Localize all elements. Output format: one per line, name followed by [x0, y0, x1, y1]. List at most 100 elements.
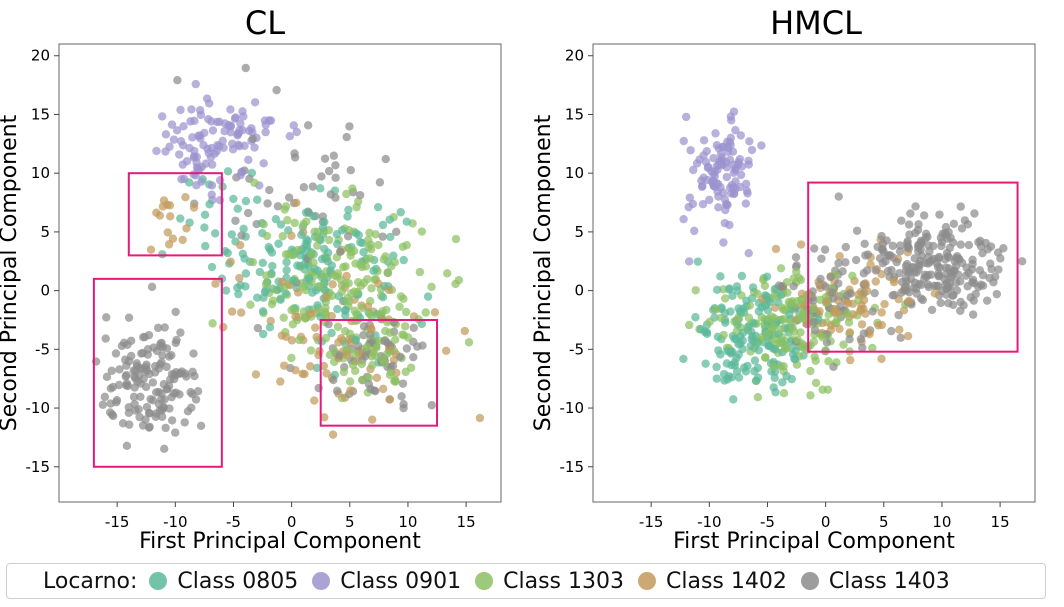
scatter-point: [810, 326, 820, 335]
y-tick-label: -5: [35, 340, 50, 358]
scatter-point: [726, 133, 736, 143]
figure: CL -15 -10 -5 0 5 10 15 -15 -10 -5 0 5 10 15 20 First Pr…: [0, 4, 1036, 554]
scatter-point: [406, 363, 416, 372]
scatter-point: [793, 335, 802, 344]
x-tick-label: -15: [639, 513, 664, 531]
scatter-point: [816, 274, 825, 284]
scatter-point: [365, 254, 375, 263]
scatter-point: [374, 240, 383, 250]
scatter-point: [835, 252, 844, 261]
scatter-point: [936, 298, 945, 308]
scatter-point: [719, 330, 728, 340]
legend-marker-1403: [800, 572, 819, 590]
y-tick-label: 20: [31, 47, 50, 65]
y-tick-label: -10: [560, 399, 585, 417]
scatter-point: [909, 283, 919, 292]
scatter-point: [978, 281, 988, 290]
scatter-point: [982, 296, 992, 305]
scatter-point: [443, 269, 452, 278]
scatter-point: [970, 209, 979, 218]
scatter-point: [735, 307, 745, 316]
scatter-point: [940, 274, 949, 284]
scatter-point: [944, 299, 953, 308]
scatter-point: [385, 328, 395, 337]
scatter-point: [398, 242, 408, 251]
scatter-point: [141, 382, 151, 392]
scatter-point: [302, 217, 311, 226]
scatter-point: [729, 107, 739, 116]
x-tick-label: 10: [932, 513, 951, 531]
scatter-point: [910, 254, 919, 263]
scatter-point: [261, 127, 270, 137]
scatter-point: [259, 293, 268, 302]
scatter-point: [313, 301, 322, 310]
scatter-point: [809, 337, 819, 346]
scatter-point: [754, 346, 763, 355]
scatter-point: [398, 330, 407, 339]
scatter-point: [302, 241, 312, 251]
scatter-point: [139, 374, 148, 384]
scatter-point: [762, 291, 771, 301]
scatter-point: [723, 346, 732, 356]
scatter-point: [776, 290, 786, 300]
scatter-point: [387, 262, 396, 271]
y-tick-label: -10: [26, 399, 51, 417]
scatter-point: [290, 218, 299, 228]
scatter-point: [287, 305, 296, 315]
scatter-point: [276, 220, 286, 229]
scatter-point: [283, 216, 292, 225]
scatter-point: [795, 313, 804, 323]
scatter-point: [386, 232, 395, 242]
scatter-point: [158, 351, 167, 360]
scatter-point: [378, 232, 387, 241]
scatter-point: [736, 131, 745, 140]
scatter-point: [843, 299, 853, 308]
scatter-point: [266, 316, 275, 326]
scatter-point: [705, 195, 714, 205]
scatter-point: [957, 258, 967, 268]
scatter-point: [956, 306, 965, 315]
scatter-point: [720, 294, 730, 303]
scatter-point: [106, 399, 115, 408]
highlight-box: [127, 172, 223, 257]
scatter-point: [272, 85, 281, 95]
scatter-point: [161, 423, 170, 433]
scatter-point: [248, 257, 258, 267]
highlight-box: [319, 318, 439, 427]
scatter-point: [760, 281, 770, 290]
scatter-point: [778, 378, 787, 387]
scatter-point: [877, 320, 887, 330]
scatter-point: [122, 361, 131, 370]
scatter-point: [906, 209, 915, 218]
scatter-point: [231, 216, 240, 225]
scatter-point: [211, 279, 220, 288]
scatter-point: [716, 272, 725, 281]
scatter-point: [702, 327, 711, 337]
scatter-point: [328, 430, 338, 439]
scatter-point: [342, 350, 352, 360]
scatter-point: [144, 330, 154, 340]
scatter-point: [145, 422, 154, 431]
scatter-point: [904, 244, 913, 253]
scatter-point: [968, 259, 977, 269]
scatter-point: [346, 166, 355, 175]
scatter-point: [345, 377, 355, 386]
scatter-point: [930, 289, 940, 298]
scatter-point: [731, 125, 740, 135]
scatter-point: [880, 299, 889, 309]
scatter-point: [280, 205, 289, 214]
scatter-point: [802, 345, 812, 355]
scatter-point: [321, 292, 330, 302]
scatter-point: [906, 274, 916, 284]
scatter-point: [348, 184, 357, 193]
x-tick-label: 0: [821, 513, 831, 531]
scatter-point: [383, 339, 393, 348]
scatter-point: [834, 279, 843, 288]
scatter-point: [241, 63, 250, 73]
scatter-point: [729, 395, 738, 404]
scatter-point: [719, 285, 728, 294]
scatter-point: [348, 360, 358, 370]
y-tick-label: 15: [31, 105, 50, 123]
scatter-point: [292, 127, 301, 137]
scatter-point: [382, 349, 392, 359]
